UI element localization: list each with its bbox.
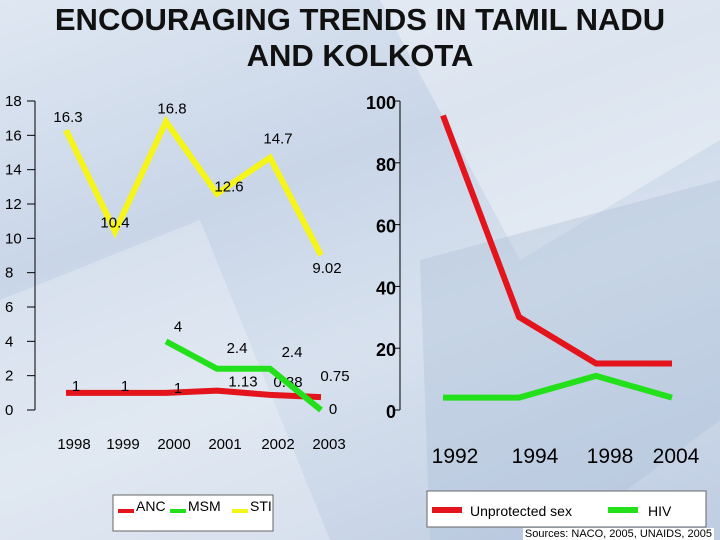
x-tick-label: 2003 xyxy=(312,436,345,453)
right-tick-label: 80 xyxy=(376,155,396,175)
series-line-sti xyxy=(63,115,324,257)
legend-label-msm: MSM xyxy=(188,498,221,514)
right-series-line-unprotected-sex xyxy=(440,114,672,367)
data-label-sti: 16.8 xyxy=(157,101,186,118)
data-label-anc: 1 xyxy=(121,378,129,395)
data-label-sti: 10.4 xyxy=(100,214,129,231)
data-label-sti: 16.3 xyxy=(53,109,82,126)
right-tick-label: 40 xyxy=(376,278,396,298)
right-tick-label: 20 xyxy=(376,340,396,360)
left-tick-label: 0 xyxy=(5,402,13,419)
data-label-msm: 2.4 xyxy=(227,340,248,357)
right-x-tick-label: 2004 xyxy=(653,445,700,468)
legend-label-anc: ANC xyxy=(136,498,166,514)
right-tick-label: 100 xyxy=(366,93,396,113)
right-tick-label: 0 xyxy=(386,402,396,422)
data-label-anc: 1.13 xyxy=(228,374,257,391)
data-label-sti: 9.02 xyxy=(312,260,341,277)
page-title: ENCOURAGING TRENDS IN TAMIL NADU AND KOL… xyxy=(0,2,720,74)
data-label-anc: 1 xyxy=(72,378,80,395)
legend-label-sti: STI xyxy=(250,498,272,514)
left-tick-label: 2 xyxy=(5,368,13,385)
right-x-tick-label: 1998 xyxy=(587,445,634,468)
x-tick-label: 2001 xyxy=(208,436,241,453)
data-label-anc: 1 xyxy=(174,380,182,397)
left-tick-label: 12 xyxy=(5,196,22,213)
data-label-sti: 14.7 xyxy=(263,131,292,148)
right-x-tick-label: 1994 xyxy=(512,445,559,468)
x-tick-label: 1999 xyxy=(106,436,139,453)
left-tick-label: 10 xyxy=(5,230,22,247)
x-tick-label: 2002 xyxy=(261,436,294,453)
x-tick-label: 1998 xyxy=(57,436,90,453)
left-tick-label: 4 xyxy=(5,333,13,350)
x-tick-label: 2000 xyxy=(157,436,190,453)
right-x-tick-label: 1992 xyxy=(432,445,479,468)
sources-note: Sources: NACO, 2005, UNAIDS, 2005 xyxy=(522,528,714,540)
left-tick-label: 6 xyxy=(5,299,13,316)
right-legend xyxy=(426,490,707,528)
right-tick-label: 60 xyxy=(376,217,396,237)
data-label-anc: 0.75 xyxy=(320,368,349,385)
title-line-1: ENCOURAGING TRENDS IN TAMIL NADU xyxy=(54,2,666,37)
left-legend xyxy=(112,494,274,532)
right-series-line-hiv xyxy=(443,372,673,401)
data-label-msm: 0 xyxy=(329,401,337,418)
data-label-msm: 4 xyxy=(174,318,182,335)
legend-label-unprotected-sex: Unprotected sex xyxy=(470,503,572,519)
left-tick-label: 14 xyxy=(5,162,22,179)
series-line-anc xyxy=(66,387,322,401)
data-label-msm: 2.4 xyxy=(282,344,303,361)
left-tick-label: 16 xyxy=(5,127,22,144)
left-tick-label: 18 xyxy=(5,93,22,110)
left-tick-label: 8 xyxy=(5,265,13,282)
title-line-2: AND KOLKOTA xyxy=(246,38,474,73)
data-label-sti: 12.6 xyxy=(214,179,243,196)
legend-label-hiv: HIV xyxy=(648,503,672,519)
series-line-msm xyxy=(164,338,323,413)
